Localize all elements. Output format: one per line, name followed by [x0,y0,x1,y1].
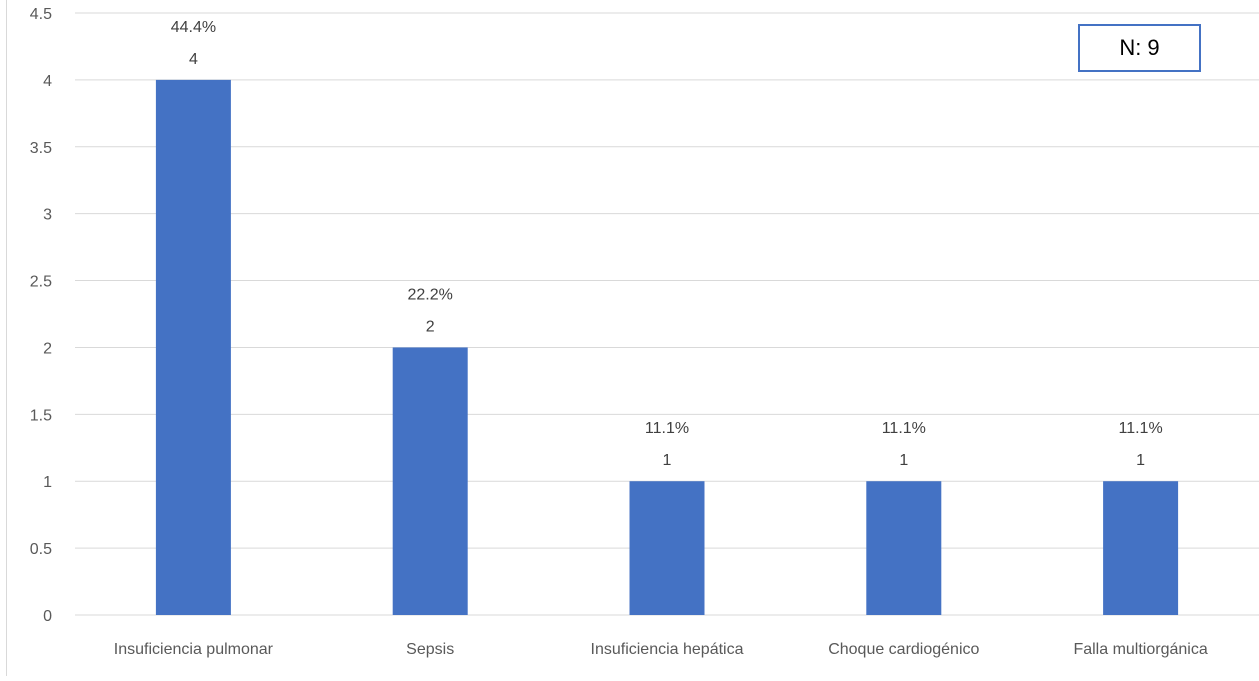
bar [155,79,231,615]
gridlines [75,12,1259,616]
bar [1103,481,1179,615]
y-tick-label: 0 [43,608,52,625]
y-tick-label: 3 [43,207,52,224]
data-label-percent: 11.1% [882,420,926,437]
data-label-value: 1 [663,452,672,469]
x-tick-label: Insuficiencia pulmonar [114,641,274,658]
x-tick-label: Choque cardiogénico [828,641,979,658]
bar [392,347,468,615]
data-label-value: 1 [899,452,908,469]
y-tick-label: 4.5 [30,6,52,23]
x-tick-label: Insuficiencia hepática [591,641,744,658]
data-label-value: 4 [189,51,198,68]
y-tick-label: 0.5 [30,541,52,558]
y-tick-label: 1 [43,474,52,491]
x-tick-label: Sepsis [406,641,454,658]
y-tick-label: 2.5 [30,274,52,291]
x-tick-label: Falla multiorgánica [1073,641,1207,658]
bar [629,481,705,615]
bars [155,79,1179,615]
chart-frame-left-edge [6,0,7,676]
y-tick-label: 3.5 [30,140,52,157]
bar [866,481,942,615]
y-axis-tick-labels: 0 0.5 1 1.5 2 2.5 3 3.5 4 4.5 [30,6,52,625]
sample-size-label: N: 9 [1119,35,1160,60]
data-label-value: 1 [1136,452,1145,469]
sample-size-box: N: 9 [1078,24,1201,72]
y-tick-label: 2 [43,340,52,357]
data-label-percent: 22.2% [408,286,453,303]
data-label-value: 2 [426,318,435,335]
data-labels: 44.4% 4 22.2% 2 11.1% 1 11.1% 1 11.1% 1 [171,19,1163,469]
data-label-percent: 11.1% [645,420,689,437]
y-tick-label: 1.5 [30,407,52,424]
data-label-percent: 44.4% [171,19,216,36]
y-tick-label: 4 [43,73,52,90]
data-label-percent: 11.1% [1119,420,1163,437]
x-axis-tick-labels: Insuficiencia pulmonar Sepsis Insuficienci… [114,641,1208,658]
